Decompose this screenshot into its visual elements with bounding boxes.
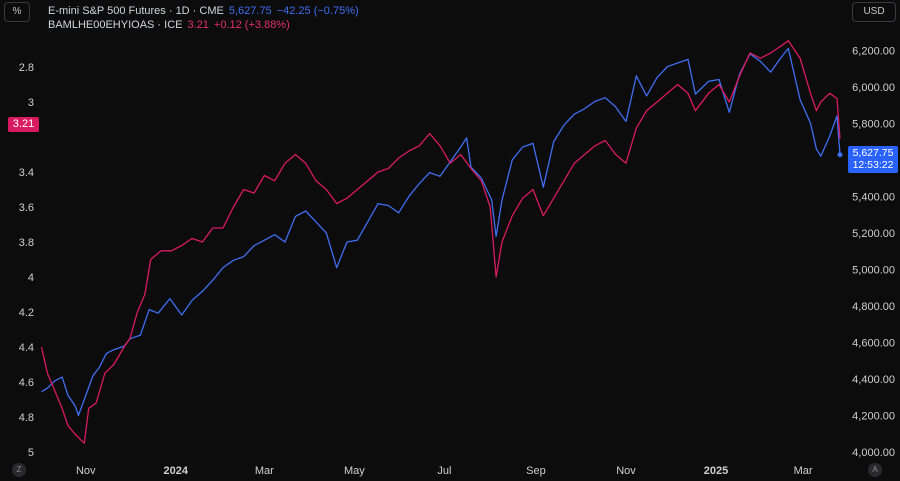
currency-selector[interactable]: USD (852, 2, 896, 22)
zoom-reset-icon[interactable]: Z (12, 463, 26, 477)
left-axis-tick-label: 4.4 (19, 342, 34, 354)
spread-line (40, 40, 841, 444)
time-axis-tick-label: Sep (526, 465, 546, 477)
time-axis-tick-label: Mar (794, 465, 813, 477)
legend-sp500[interactable]: E-mini S&P 500 Futures · 1D · CME 5,627.… (48, 4, 359, 18)
legend-sp500-value: 5,627.75 (228, 5, 272, 17)
left-axis-tick-label: 4.6 (19, 377, 34, 389)
legend-sp500-change: −42.25 (−0.75%) (276, 5, 359, 17)
legend-sp500-name: E-mini S&P 500 Futures · 1D · CME (48, 5, 224, 17)
legend-spread[interactable]: BAMLHE00EHYIOAS · ICE 3.21 +0.12 (+3.88%… (48, 18, 359, 32)
time-axis-tick-label: Nov (616, 465, 636, 477)
left-axis-tick-label: 3.8 (19, 237, 34, 249)
left-axis: 2.8 3 3.4 3.6 3.8 4 4.2 4.4 4.6 4.8 5 (19, 62, 34, 459)
left-axis-tick-label: 4.8 (19, 412, 34, 424)
time-axis-tick-label: 2024 (164, 465, 189, 477)
spread-last-value-badge: 3.21 (8, 117, 39, 132)
right-axis-tick-label: 4,600.00 (852, 337, 895, 349)
right-axis-tick-label: 6,200.00 (852, 45, 895, 57)
sp500-line (41, 47, 841, 417)
unit-toggle[interactable]: % (4, 2, 30, 22)
time-axis-tick-label: May (344, 465, 365, 477)
sp500-last-point (837, 152, 843, 158)
bar-countdown: 12:53:22 (852, 159, 894, 171)
legend-spread-name: BAMLHE00EHYIOAS · ICE (48, 19, 183, 31)
right-axis-tick-label: 5,800.00 (852, 118, 895, 130)
time-axis-tick-label: 2025 (704, 465, 728, 477)
legend: E-mini S&P 500 Futures · 1D · CME 5,627.… (48, 4, 359, 32)
right-axis-tick-label: 6,000.00 (852, 82, 895, 94)
right-axis-tick-label: 4,200.00 (852, 410, 895, 422)
sp500-last-value-badge: 5,627.75 12:53:22 (848, 146, 898, 173)
time-axis: Nov 2024 Mar May Jul Sep Nov 2025 Mar (76, 465, 813, 477)
left-axis-tick-label: 3.4 (19, 167, 34, 179)
auto-scale-icon[interactable]: A (868, 463, 882, 477)
right-axis-tick-label: 5,400.00 (852, 191, 895, 203)
left-axis-tick-label: 4 (28, 272, 34, 284)
legend-spread-change: +0.12 (+3.88%) (213, 19, 290, 31)
plot-area (40, 40, 843, 444)
left-axis-tick-label: 2.8 (19, 62, 34, 74)
right-axis-tick-label: 4,400.00 (852, 374, 895, 386)
sp500-last-price: 5,627.75 (852, 147, 894, 159)
time-axis-tick-label: Mar (255, 465, 274, 477)
left-axis-tick-label: 3.6 (19, 202, 34, 214)
right-axis-tick-label: 4,800.00 (852, 301, 895, 313)
right-axis: 6,200.00 6,000.00 5,800.00 5,400.00 5,200.00… (852, 45, 895, 459)
right-axis-tick-label: 5,200.00 (852, 228, 895, 240)
left-axis-tick-label: 5 (28, 447, 34, 459)
right-axis-tick-label: 4,000.00 (852, 447, 895, 459)
legend-spread-value: 3.21 (187, 19, 209, 31)
time-axis-tick-label: Nov (76, 465, 96, 477)
left-axis-tick-label: 4.2 (19, 307, 34, 319)
left-axis-tick-label: 3 (28, 97, 34, 109)
right-axis-tick-label: 5,000.00 (852, 264, 895, 276)
time-axis-tick-label: Jul (437, 465, 451, 477)
